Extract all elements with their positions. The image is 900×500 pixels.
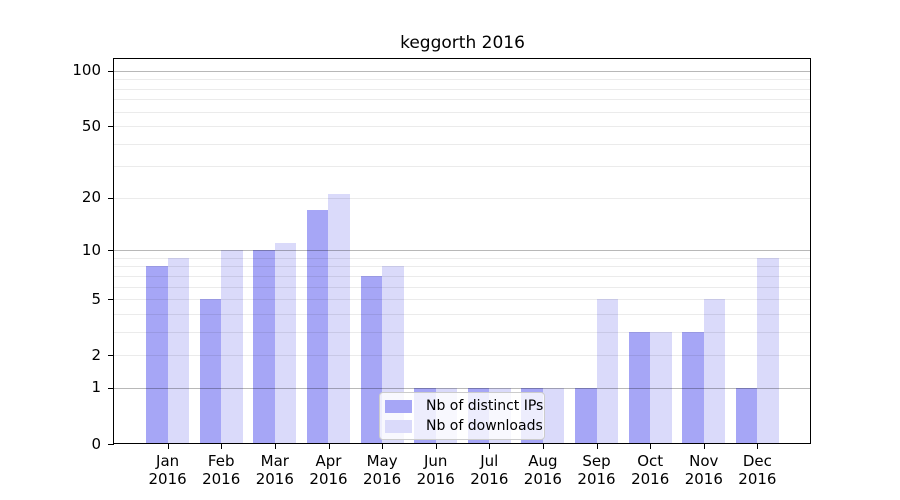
bar-downloads-oct	[650, 331, 672, 444]
xtick-mark-jun	[435, 444, 437, 449]
bar-downloads-feb	[221, 250, 243, 444]
xtick-label-jan: Jan 2016	[148, 452, 187, 488]
xtick-label-aug: Aug 2016	[523, 452, 562, 488]
ytick-mark-50	[108, 126, 114, 128]
gridline-5	[114, 299, 811, 301]
ytick-label-100: 100	[72, 61, 101, 80]
gridline-20	[114, 197, 811, 199]
ytick-label-0: 0	[91, 434, 101, 453]
gridline-2	[114, 355, 811, 357]
gridline-10	[114, 250, 811, 252]
bar-distinct-ips-nov	[682, 331, 704, 444]
bar-distinct-ips-jan	[146, 266, 168, 444]
ytick-mark-0	[108, 444, 114, 445]
ytick-mark-20	[108, 197, 114, 199]
legend-label-distinct-ips: Nb of distinct IPs	[426, 398, 544, 414]
xtick-label-sep: Sep 2016	[577, 452, 616, 488]
bar-downloads-nov	[703, 299, 726, 444]
xtick-label-jul: Jul 2016	[470, 452, 509, 488]
xtick-mark-mar	[274, 444, 276, 449]
ytick-label-50: 50	[81, 116, 101, 135]
legend-swatch-downloads	[385, 419, 412, 433]
xtick-mark-jul	[489, 444, 491, 449]
gridline-6	[114, 286, 811, 288]
xtick-mark-nov	[703, 444, 705, 449]
bar-distinct-ips-feb	[199, 299, 222, 444]
legend-label-downloads: Nb of downloads	[426, 418, 543, 434]
ytick-label-20: 20	[81, 188, 101, 207]
gridline-90	[114, 79, 811, 81]
xtick-mark-apr	[328, 444, 330, 449]
ytick-mark-100	[108, 70, 114, 72]
xtick-label-jun: Jun 2016	[416, 452, 455, 488]
ytick-mark-5	[108, 299, 114, 301]
bar-downloads-dec	[757, 257, 779, 444]
ytick-mark-2	[108, 355, 114, 357]
gridline-80	[114, 88, 811, 90]
gridline-50	[114, 126, 811, 128]
xtick-label-oct: Oct 2016	[631, 452, 670, 488]
xtick-mark-jan	[167, 444, 169, 449]
ytick-label-10: 10	[81, 240, 101, 259]
bar-distinct-ips-oct	[628, 331, 651, 444]
xtick-mark-may	[382, 444, 384, 449]
bar-distinct-ips-apr	[306, 210, 329, 444]
xtick-label-feb: Feb 2016	[202, 452, 241, 488]
legend: Nb of distinct IPs Nb of downloads	[379, 392, 545, 440]
bar-distinct-ips-mar	[253, 250, 275, 444]
xtick-mark-aug	[542, 444, 544, 449]
xtick-label-dec: Dec 2016	[738, 452, 777, 488]
grid-layer	[114, 59, 811, 444]
xtick-label-mar: Mar 2016	[255, 452, 294, 488]
bar-downloads-jan	[167, 257, 190, 444]
xtick-mark-feb	[221, 444, 223, 449]
plot-area	[113, 58, 811, 444]
ytick-mark-10	[108, 250, 114, 252]
gridline-7	[114, 275, 811, 277]
gridline-4	[114, 313, 811, 315]
xtick-mark-dec	[757, 444, 759, 449]
bar-distinct-ips-sep	[575, 387, 597, 444]
gridline-30	[114, 166, 811, 168]
bar-distinct-ips-dec	[735, 387, 758, 444]
xtick-label-apr: Apr 2016	[309, 452, 348, 488]
xtick-label-nov: Nov 2016	[684, 452, 723, 488]
ytick-label-5: 5	[91, 289, 101, 308]
gridline-40	[114, 143, 811, 145]
legend-item-downloads: Nb of downloads	[385, 418, 543, 434]
ytick-label-2: 2	[91, 345, 101, 364]
legend-item-distinct-ips: Nb of distinct IPs	[385, 398, 543, 414]
bar-downloads-mar	[274, 243, 297, 444]
xtick-label-may: May 2016	[363, 452, 402, 488]
gridline-60	[114, 111, 811, 113]
gridline-1	[114, 387, 811, 389]
gridline-100	[114, 70, 811, 72]
bar-downloads-apr	[328, 194, 350, 444]
legend-swatch-distinct-ips	[385, 399, 412, 413]
xtick-mark-oct	[650, 444, 652, 449]
gridline-8	[114, 266, 811, 268]
gridline-9	[114, 257, 811, 259]
bar-downloads-aug	[542, 387, 565, 444]
chart-title: keggorth 2016	[400, 33, 525, 53]
gridline-3	[114, 331, 811, 333]
xtick-mark-sep	[596, 444, 598, 449]
ytick-mark-1	[108, 387, 114, 389]
bar-distinct-ips-may	[360, 275, 383, 444]
ytick-label-1: 1	[91, 378, 101, 397]
gridline-70	[114, 99, 811, 101]
bar-downloads-sep	[596, 299, 619, 444]
